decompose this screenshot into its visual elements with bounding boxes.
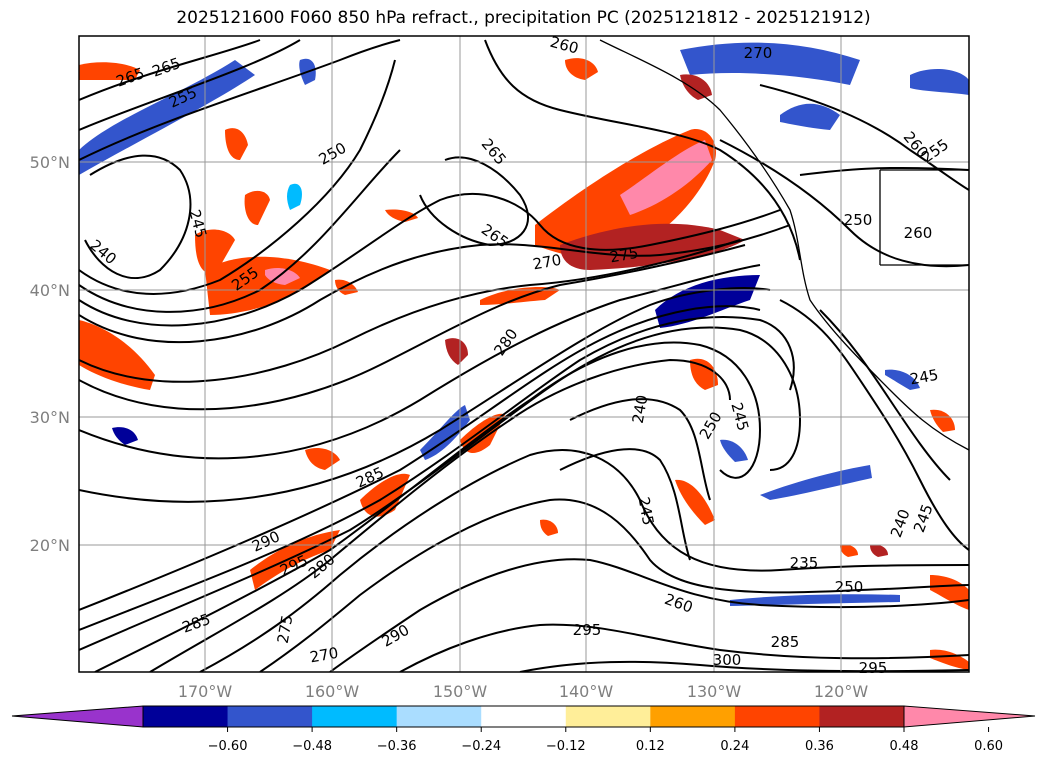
contour-label: 250 (844, 211, 873, 229)
map-title: 2025121600 F060 850 hPa refract., precip… (176, 8, 871, 28)
plot-frame (78, 35, 970, 673)
colorbar-tick-label: −0.60 (208, 739, 248, 754)
colorbar-tick-label: 0.48 (890, 739, 919, 754)
colorbar-min-extend (11, 705, 144, 728)
contour-label: 295 (859, 659, 888, 677)
contour-label: 300 (713, 651, 742, 669)
colorbar-swatch (227, 706, 313, 727)
colorbar: −0.60 −0.48 −0.36 −0.24 −0.12 0.12 0.24 0.36 0.4… (11, 705, 1036, 754)
contour-label: 245 (635, 495, 658, 526)
lon-label-150w: 150°W (433, 682, 488, 701)
colorbar-tick-label: 0.60 (974, 739, 1003, 754)
contour-label: 295 (573, 621, 602, 639)
lon-label-120w: 120°W (814, 682, 869, 701)
contour-label: 245 (908, 366, 939, 389)
contour-label: 275 (274, 613, 297, 644)
graticule (79, 36, 969, 672)
lat-label-40n: 40°N (30, 281, 70, 300)
colorbar-tick-label: −0.36 (377, 739, 417, 754)
lat-label-50n: 50°N (30, 153, 70, 172)
lon-label-140w: 140°W (559, 682, 614, 701)
colorbar-swatch (819, 706, 905, 727)
colorbar-frame (142, 705, 905, 728)
colorbar-swatch (565, 706, 651, 727)
colorbar-swatch (734, 706, 820, 727)
colorbar-swatch (481, 706, 567, 727)
colorbar-swatch (143, 706, 229, 727)
lon-label-170w: 170°W (178, 682, 233, 701)
state-borders (879, 169, 969, 266)
colorbar-tick-label: −0.24 (461, 739, 501, 754)
lat-label-20n: 20°N (30, 536, 70, 555)
colorbar-tick-label: −0.48 (292, 739, 332, 754)
precipitation-fill-layer (79, 42, 969, 670)
lon-label-160w: 160°W (305, 682, 360, 701)
colorbar-swatch (396, 706, 482, 727)
coastline (599, 39, 970, 451)
contour-label: 235 (790, 554, 819, 572)
contour-label: 270 (308, 644, 339, 667)
lat-label-30n: 30°N (30, 408, 70, 427)
colorbar-tick-label: −0.12 (546, 739, 586, 754)
contour-label: 285 (771, 633, 800, 651)
contour-label: 270 (531, 251, 562, 274)
contour-label: 250 (835, 578, 864, 596)
lon-label-130w: 130°W (687, 682, 742, 701)
colorbar-swatch (312, 706, 398, 727)
colorbar-tick-label: 0.12 (636, 739, 665, 754)
colorbar-tick-label: 0.36 (805, 739, 834, 754)
colorbar-swatch (650, 706, 736, 727)
contour-label: 275 (608, 244, 639, 267)
contour-label: 260 (904, 224, 933, 242)
colorbar-tick-label: 0.24 (720, 739, 749, 754)
colorbar-max-extend (903, 705, 1036, 728)
contour-label: 270 (744, 44, 773, 62)
contour-label: 240 (629, 393, 652, 424)
